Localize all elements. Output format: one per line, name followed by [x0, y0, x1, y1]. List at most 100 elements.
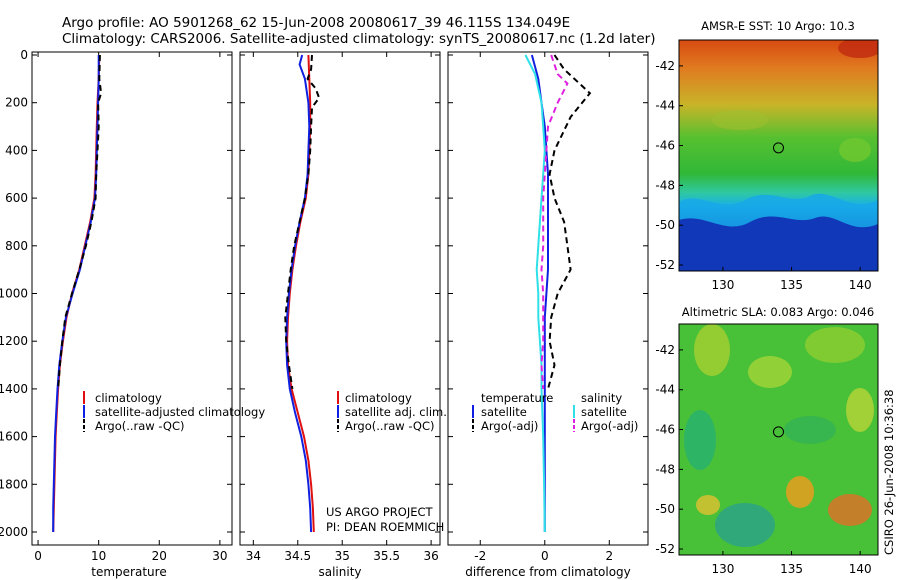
y-tick-label: 800 [5, 239, 28, 253]
series-line-salinity-argo-adj- [540, 54, 569, 389]
sla-high [828, 494, 872, 526]
figure-title-line2: Climatology: CARS2006. Satellite-adjuste… [62, 31, 655, 47]
x-tick-label: 30 [212, 549, 227, 563]
temperature-axes [31, 51, 233, 546]
sla-low [684, 410, 716, 470]
map-x-tick-label: 140 [849, 562, 872, 576]
series-line-argo-raw-qc- [57, 54, 103, 389]
sla-high [696, 495, 720, 515]
sla-heatmap [679, 324, 878, 555]
sla-high [786, 476, 814, 508]
map-y-tick-label: -42 [655, 59, 675, 73]
map-x-tick-label: 130 [711, 562, 734, 576]
map-y-tick-label: -48 [655, 178, 675, 192]
y-tick-label: 2000 [0, 525, 28, 539]
map-x-tick-label: 135 [780, 278, 803, 292]
y-tick-label: 1400 [0, 382, 28, 396]
temperature-legend: climatology satellite-adjusted climatolo… [83, 391, 265, 433]
map-y-tick-label: -48 [655, 462, 675, 476]
sla-high [846, 388, 874, 432]
salinity-legend: climatology satellite adj. clim. Argo(..… [337, 391, 447, 433]
sla-high [694, 324, 730, 376]
project-credit: US ARGO PROJECT [326, 505, 434, 519]
legend-label-temp-argo: Argo(-adj) [481, 419, 538, 433]
legend-label-argo: Argo(..raw -QC) [95, 419, 185, 433]
map-x-tick-label: 140 [849, 278, 872, 292]
y-tick-label: 0 [20, 48, 28, 62]
series-line-temperature-argo-adj- [547, 54, 592, 390]
x-tick-label: 0 [34, 549, 42, 563]
map-y-tick-label: -52 [655, 542, 675, 556]
temperature-plot: 0 10 20 30 0 200 400 600 800 1000 1200 1400 1600 1800… [0, 48, 232, 563]
x-tick-label: 34 [246, 549, 261, 563]
sla-low [715, 503, 775, 547]
argo-location-marker [772, 142, 784, 154]
map-y-tick-label: -46 [655, 139, 675, 153]
y-tick-label: 600 [5, 191, 28, 205]
map-y-tick-label: -44 [655, 383, 675, 397]
sla-map-axes: 130 135 140 -42 -44 -46 -48 -50 -52 [655, 343, 871, 576]
map-y-tick-label: -44 [655, 99, 675, 113]
sla-map-frame [678, 323, 879, 556]
legend-label-argo: Argo(..raw -QC) [345, 419, 435, 433]
sst-cold-water [679, 216, 878, 271]
legend-label-climatology: climatology [95, 391, 162, 405]
figure-title-line1: Argo profile: AO 5901268_62 15-Jun-2008 … [62, 15, 570, 31]
salinity-axes [239, 51, 441, 546]
sst-map-title: AMSR-E SST: 10 Argo: 10.3 [701, 19, 855, 33]
x-tick-label: 36 [423, 549, 438, 563]
map-x-tick-label: 130 [711, 278, 734, 292]
salinity-plot: 34 34.5 35 35.5 36 [240, 52, 440, 563]
sst-warm-eddy [839, 138, 871, 162]
map-y-tick-label: -50 [655, 218, 675, 232]
sla-high [805, 327, 865, 363]
map-y-tick-label: -42 [655, 343, 675, 357]
series-line-temperature-satellite [530, 54, 549, 532]
x-tick-label: 20 [152, 549, 167, 563]
series-line-salinity-satellite [524, 54, 546, 533]
sst-hot-patch [838, 40, 878, 58]
legend-label-climatology: climatology [345, 391, 412, 405]
y-tick-label: 1000 [0, 287, 28, 301]
x-tick-label: 0 [541, 549, 549, 563]
salinity-xlabel: salinity [318, 565, 361, 579]
y-tick-label: 400 [5, 143, 28, 157]
argo-location-marker [772, 426, 784, 438]
x-tick-label: -2 [474, 549, 486, 563]
legend-label-satellite: satellite-adjusted climatology [95, 405, 265, 419]
sla-high [748, 356, 792, 388]
difference-xlabel: difference from climatology [465, 565, 631, 579]
sst-map-axes: 130 135 140 -42 -44 -46 -48 -50 -52 [655, 59, 871, 292]
timestamp: CSIRO 26-Jun-2008 10:36:38 [882, 389, 896, 555]
map-x-tick-label: 135 [780, 562, 803, 576]
legend-header-salinity: salinity [581, 391, 622, 405]
x-tick-label: 34.5 [284, 549, 311, 563]
difference-plot: -2 0 2 [448, 52, 648, 563]
pi-credit: PI: DEAN ROEMMICH [326, 520, 444, 534]
y-tick-label: 200 [5, 96, 28, 110]
x-tick-label: 35.5 [373, 549, 400, 563]
map-y-tick-label: -46 [655, 423, 675, 437]
legend-label-sal-argo: Argo(-adj) [581, 419, 638, 433]
legend-label-temp-satellite: satellite [481, 405, 527, 419]
map-y-tick-label: -50 [655, 502, 675, 516]
x-tick-label: 35 [335, 549, 350, 563]
sst-warm-patch [712, 110, 768, 130]
series-line-satellite-adjusted-climatology [52, 55, 100, 532]
y-tick-label: 1600 [0, 430, 28, 444]
legend-label-sal-satellite: satellite [581, 405, 627, 419]
y-tick-label: 1200 [0, 334, 28, 348]
map-y-tick-label: -52 [655, 258, 675, 272]
legend-label-satellite: satellite adj. clim. [345, 405, 447, 419]
sla-low [784, 416, 836, 444]
series-line-climatology [52, 54, 101, 533]
temperature-xlabel: temperature [91, 565, 166, 579]
sst-map-frame [678, 39, 879, 272]
x-tick-label: 10 [91, 549, 106, 563]
x-tick-label: 2 [605, 549, 613, 563]
difference-axes [447, 51, 649, 546]
difference-legend: temperature satellite Argo(-adj) salinit… [472, 391, 638, 433]
series-line-argo-raw-qc- [284, 54, 321, 390]
y-tick-label: 1800 [0, 477, 28, 491]
